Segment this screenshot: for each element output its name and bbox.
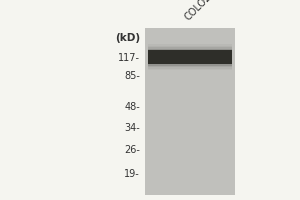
Text: 34-: 34- bbox=[124, 123, 140, 133]
Bar bbox=[148, 50, 232, 64]
Text: 48-: 48- bbox=[124, 102, 140, 112]
Text: (kD): (kD) bbox=[115, 33, 140, 43]
Text: 26-: 26- bbox=[124, 145, 140, 155]
Text: 19-: 19- bbox=[124, 169, 140, 179]
Bar bbox=[148, 46, 232, 68]
Bar bbox=[0, 0, 145, 200]
Text: COLO205: COLO205 bbox=[183, 0, 222, 22]
Bar bbox=[148, 48, 232, 66]
Bar bbox=[148, 47, 232, 67]
Text: 85-: 85- bbox=[124, 71, 140, 81]
Bar bbox=[148, 44, 232, 70]
Text: 117-: 117- bbox=[118, 53, 140, 63]
Bar bbox=[145, 28, 235, 195]
